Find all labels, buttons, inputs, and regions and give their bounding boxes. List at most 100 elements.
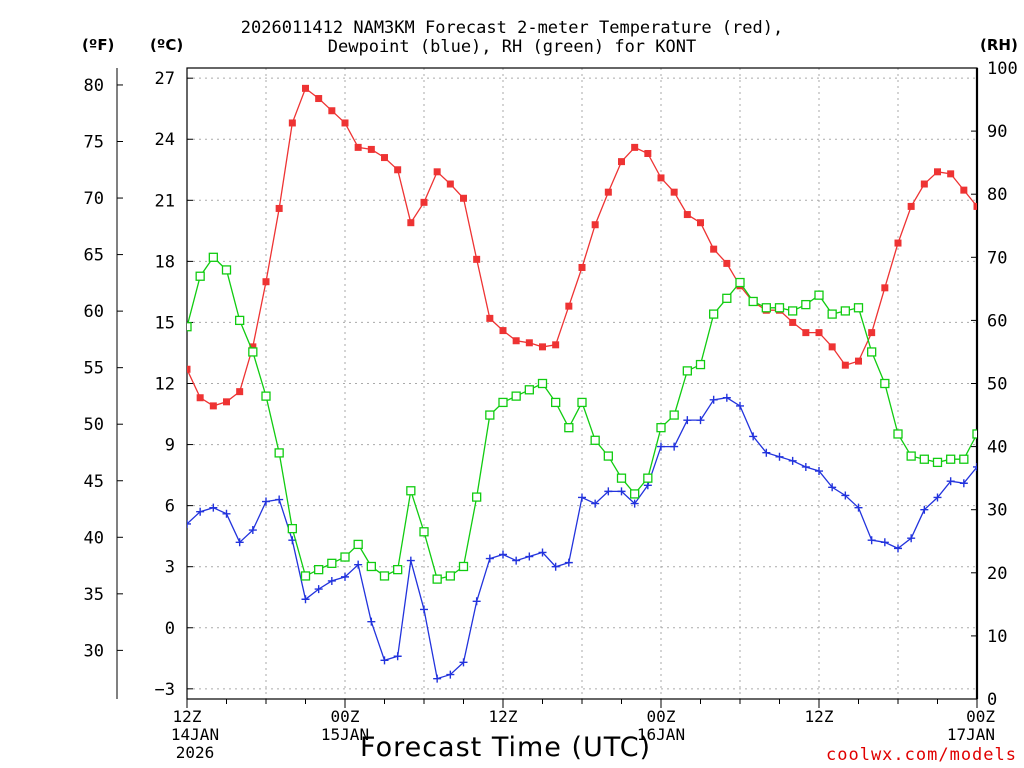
temperature-point (802, 329, 810, 337)
dewpoint-point (235, 538, 244, 547)
temperature-point (407, 219, 415, 227)
rh-tick-label: 10 (987, 627, 1007, 647)
x-tick-label: 16JAN (637, 725, 685, 744)
dewpoint-point (275, 495, 284, 504)
rh-point (603, 451, 613, 461)
celsius-tick-label: 12 (155, 375, 175, 395)
dewpoint-point (433, 674, 442, 683)
celsius-tick-label: 18 (155, 252, 175, 272)
rh-point (656, 423, 666, 433)
dewpoint-point (341, 572, 349, 581)
dewpoint-point (301, 595, 310, 604)
temperature-point (288, 119, 296, 127)
chart-title-line-2: Dewpoint (blue), RH (green) for KONT (327, 37, 697, 57)
fahrenheit-tick-label: 35 (84, 585, 104, 605)
dewpoint-point (815, 467, 823, 476)
temperature-point (578, 263, 586, 271)
dewpoint-point (828, 483, 837, 492)
rh-point (379, 571, 390, 581)
rh-tick-label: 90 (987, 122, 1007, 142)
rh-point (187, 322, 192, 332)
x-tick-label: 2026 (176, 743, 215, 762)
rh-tick-label: 30 (987, 501, 1007, 521)
temperature-point (249, 343, 257, 351)
rh-tick-label: 100 (987, 59, 1018, 79)
dewpoint-point (367, 617, 376, 626)
rh-point (946, 454, 956, 464)
rh-point (827, 309, 837, 319)
rh-point (261, 391, 271, 401)
temperature-point (697, 219, 704, 227)
temperature-point (209, 402, 217, 410)
rh-point (274, 448, 284, 458)
dewpoint-point (459, 658, 468, 667)
rh-point (366, 561, 376, 572)
rh-point (735, 277, 745, 288)
dewpoint-point (880, 538, 889, 547)
dewpoint-point (354, 560, 363, 569)
rh-point (340, 552, 350, 562)
fahrenheit-tick-label: 80 (84, 76, 104, 96)
x-tick-label: 00Z (966, 707, 995, 726)
dewpoint-point (314, 585, 323, 594)
temperature-point (354, 143, 362, 151)
celsius-tick-label: 24 (155, 130, 175, 150)
temperature-point (710, 245, 718, 253)
fahrenheit-tick-label: 60 (84, 302, 104, 322)
dewpoint-point (894, 544, 902, 553)
dewpoint-point (788, 456, 797, 465)
temperature-point (236, 388, 244, 396)
temperature-point (723, 259, 731, 267)
temperature-point (486, 314, 494, 322)
dewpoint-point (683, 416, 692, 425)
temperature-point (262, 278, 270, 286)
celsius-tick-label: 27 (155, 69, 175, 89)
rh-point (590, 435, 600, 445)
temperature-point (302, 84, 309, 92)
rh-point (458, 561, 469, 572)
dewpoint-point (406, 556, 415, 565)
rh-point (853, 303, 864, 313)
temperature-point (683, 211, 691, 219)
celsius-tick-label: 21 (155, 191, 175, 211)
dewpoint-point (591, 499, 600, 508)
temperature-point (446, 180, 454, 188)
temperature-point (341, 119, 349, 127)
x-tick-label: 15JAN (321, 725, 369, 744)
celsius-tick-label: 0 (165, 619, 175, 639)
rh-point (498, 397, 508, 408)
temperature-point (196, 394, 204, 402)
rh-point (788, 306, 798, 316)
dewpoint-point (946, 477, 955, 486)
temperature-point (960, 186, 968, 194)
rh-point (564, 423, 574, 433)
temperature-point (920, 180, 928, 188)
dewpoint-point (512, 556, 521, 565)
rh-point (485, 410, 495, 420)
rh-tick-label: 60 (987, 311, 1007, 331)
dewpoint-point (959, 479, 968, 488)
temperature-point (604, 188, 612, 196)
rh-point (195, 271, 205, 281)
rh-point (695, 359, 706, 370)
source-credit: coolwx.com/models (826, 745, 1017, 765)
celsius-tick-label: 15 (155, 313, 175, 333)
dewpoint-point (446, 670, 455, 679)
temperature-point (881, 284, 889, 292)
rh-point (959, 454, 969, 464)
dewpoint-point (485, 554, 494, 563)
dewpoint-point (722, 393, 731, 402)
temperature-point (670, 188, 678, 196)
rh-point (774, 303, 785, 313)
temperature-point (512, 337, 520, 345)
temperature-point (591, 221, 599, 229)
temperature-point (315, 95, 323, 103)
rh-point (630, 489, 640, 499)
rh-point (208, 252, 218, 262)
dewpoint-point (775, 452, 784, 461)
x-tick-label: 00Z (331, 707, 360, 726)
celsius-tick-label: 6 (165, 497, 175, 517)
dewpoint-point (499, 550, 507, 559)
dewpoint-point (578, 493, 586, 502)
